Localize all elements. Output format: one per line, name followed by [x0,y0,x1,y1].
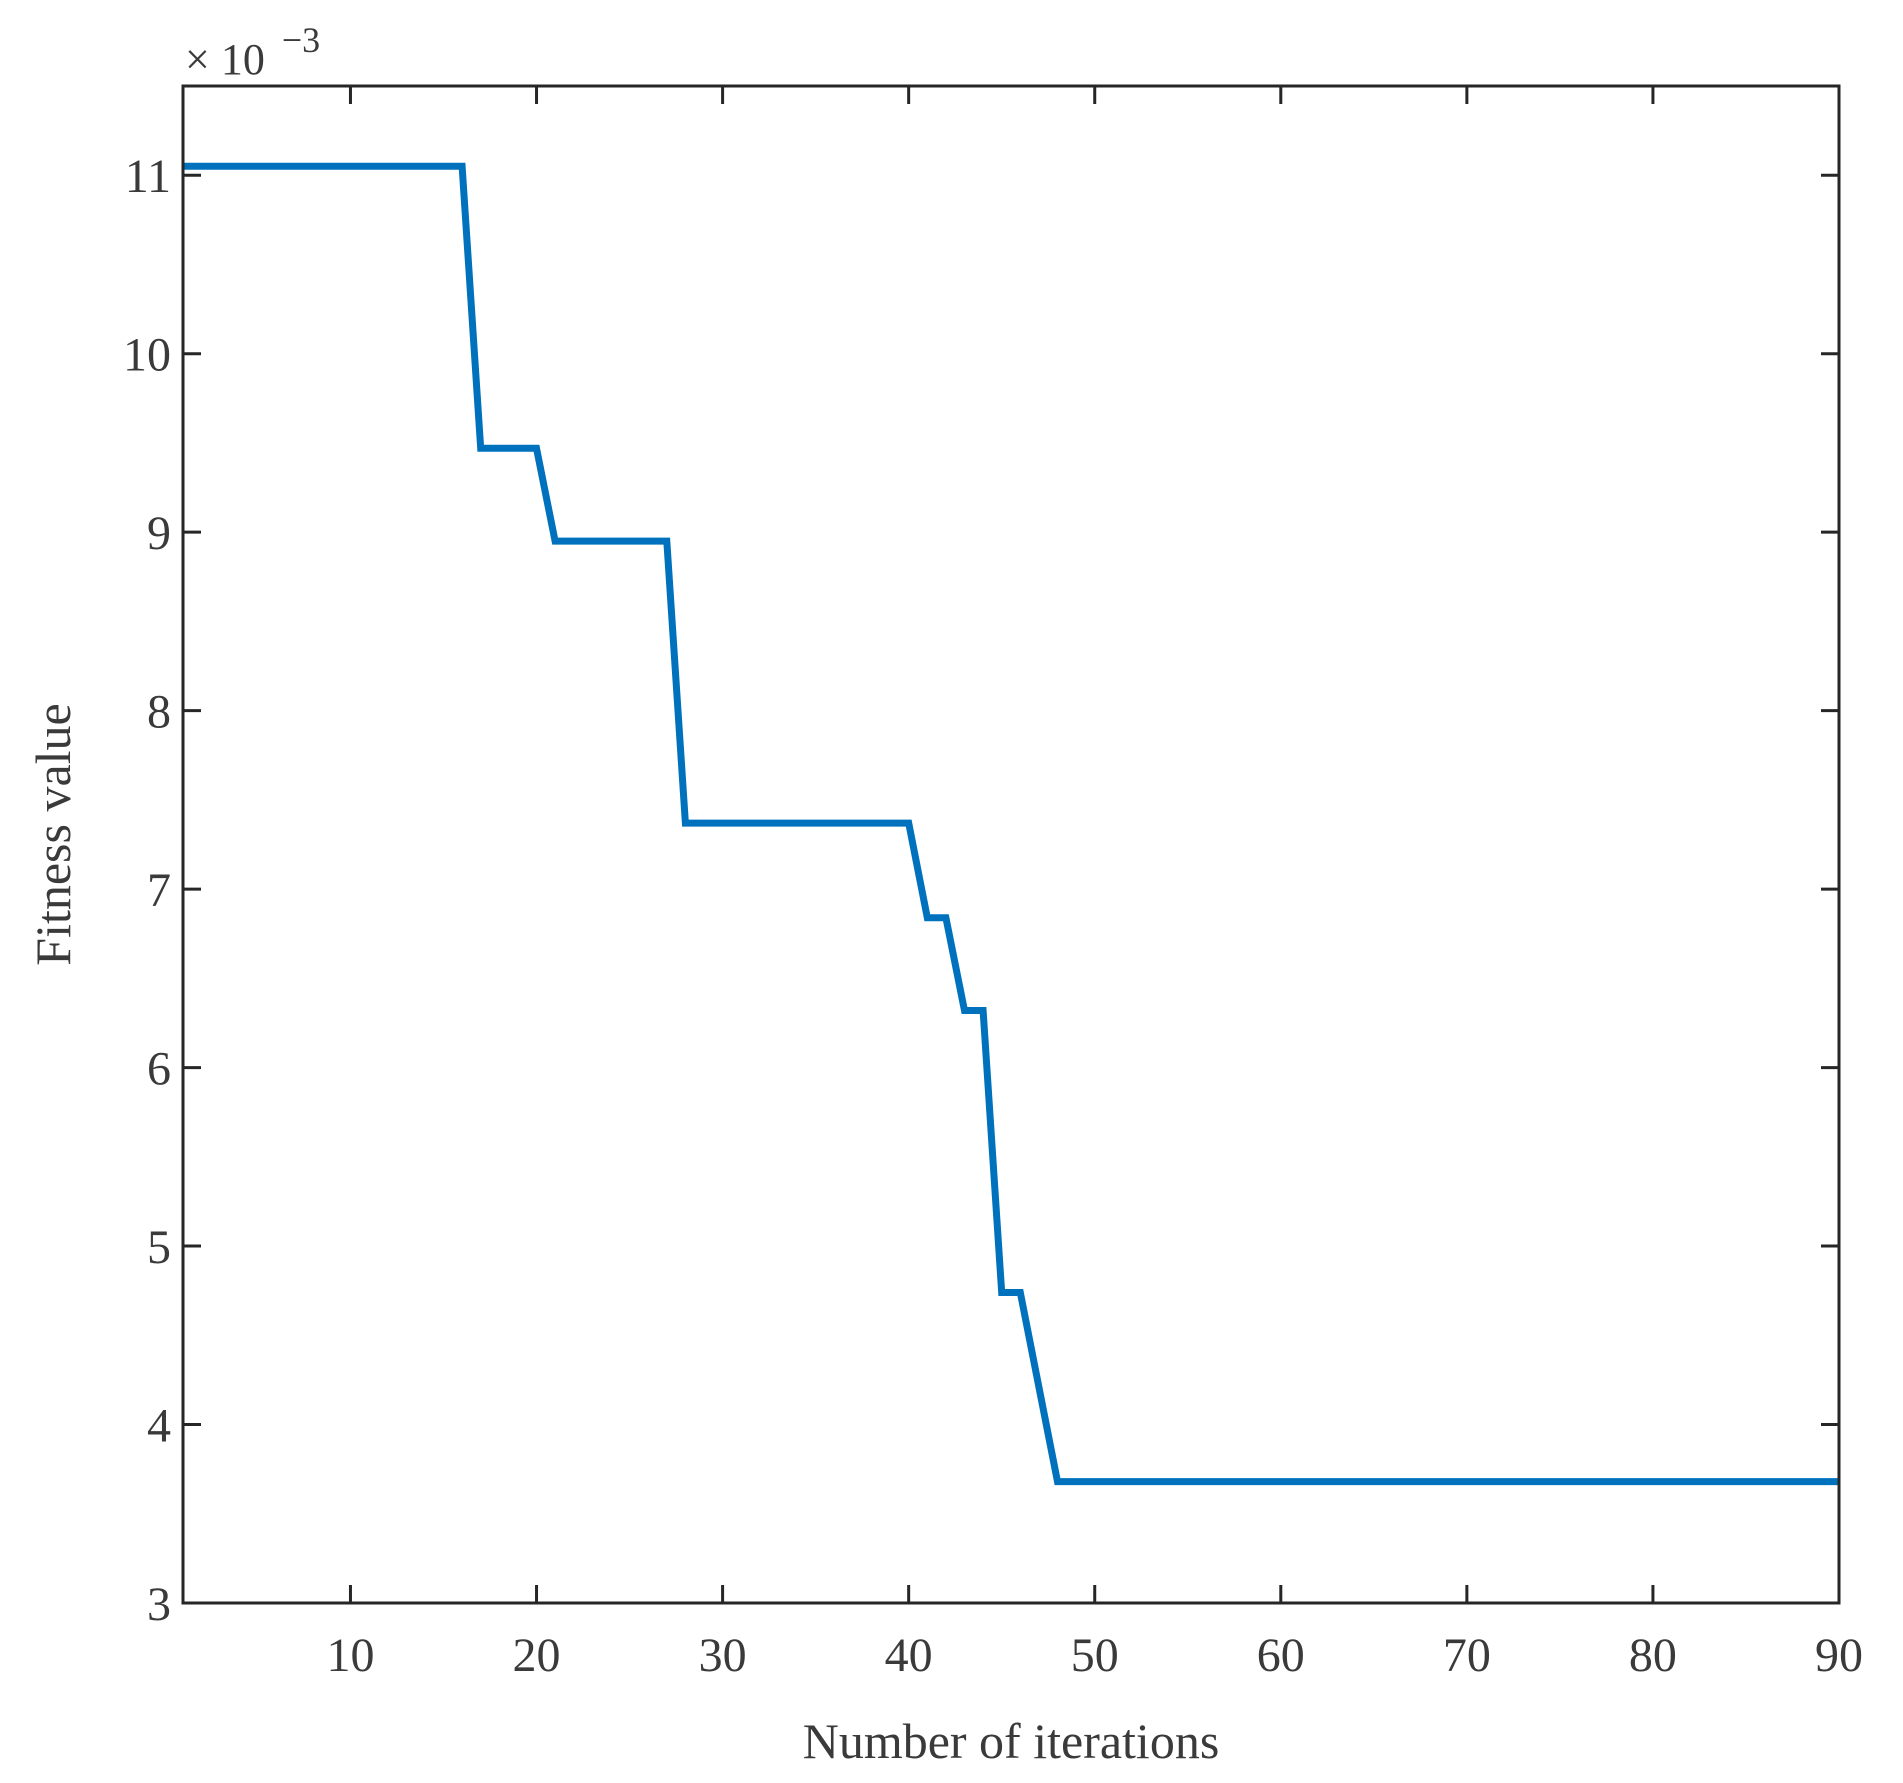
y-tick-label: 3 [147,1578,171,1631]
x-tick-label: 30 [699,1629,747,1682]
y-tick-label: 10 [123,329,171,382]
y-tick-label: 8 [147,686,171,739]
x-tick-label: 90 [1815,1629,1863,1682]
x-tick-label: 60 [1257,1629,1305,1682]
x-tick-label: 70 [1443,1629,1491,1682]
y-tick-label: 11 [125,150,171,203]
x-tick-label: 20 [513,1629,561,1682]
y-tick-label: 5 [147,1221,171,1274]
x-axis-label: Number of iterations [803,1713,1220,1769]
y-tick-label: 4 [147,1400,171,1453]
ticks-layer [183,86,1841,1605]
tick-labels-layer: 10 20 30 40 50 60 70 80 90 3 4 5 6 7 8 9 10 11 [123,150,1863,1682]
y-axis-label: Fitness value [25,703,81,965]
y-tick-label: 6 [147,1043,171,1096]
y-axis-multiplier-exponent: −3 [282,20,320,60]
series-line [183,162,1839,1486]
y-axis-multiplier-base: × 10 [185,35,265,84]
plot-frame [181,84,1841,1605]
y-tick-label: 9 [147,507,171,560]
y-tick-label: 7 [147,864,171,917]
y-axis-multiplier: × 10 −3 [185,20,320,84]
series-layer [183,162,1839,1486]
x-tick-label: 40 [885,1629,933,1682]
x-tick-label: 80 [1629,1629,1677,1682]
x-tick-label: 10 [326,1629,374,1682]
x-tick-label: 50 [1071,1629,1119,1682]
